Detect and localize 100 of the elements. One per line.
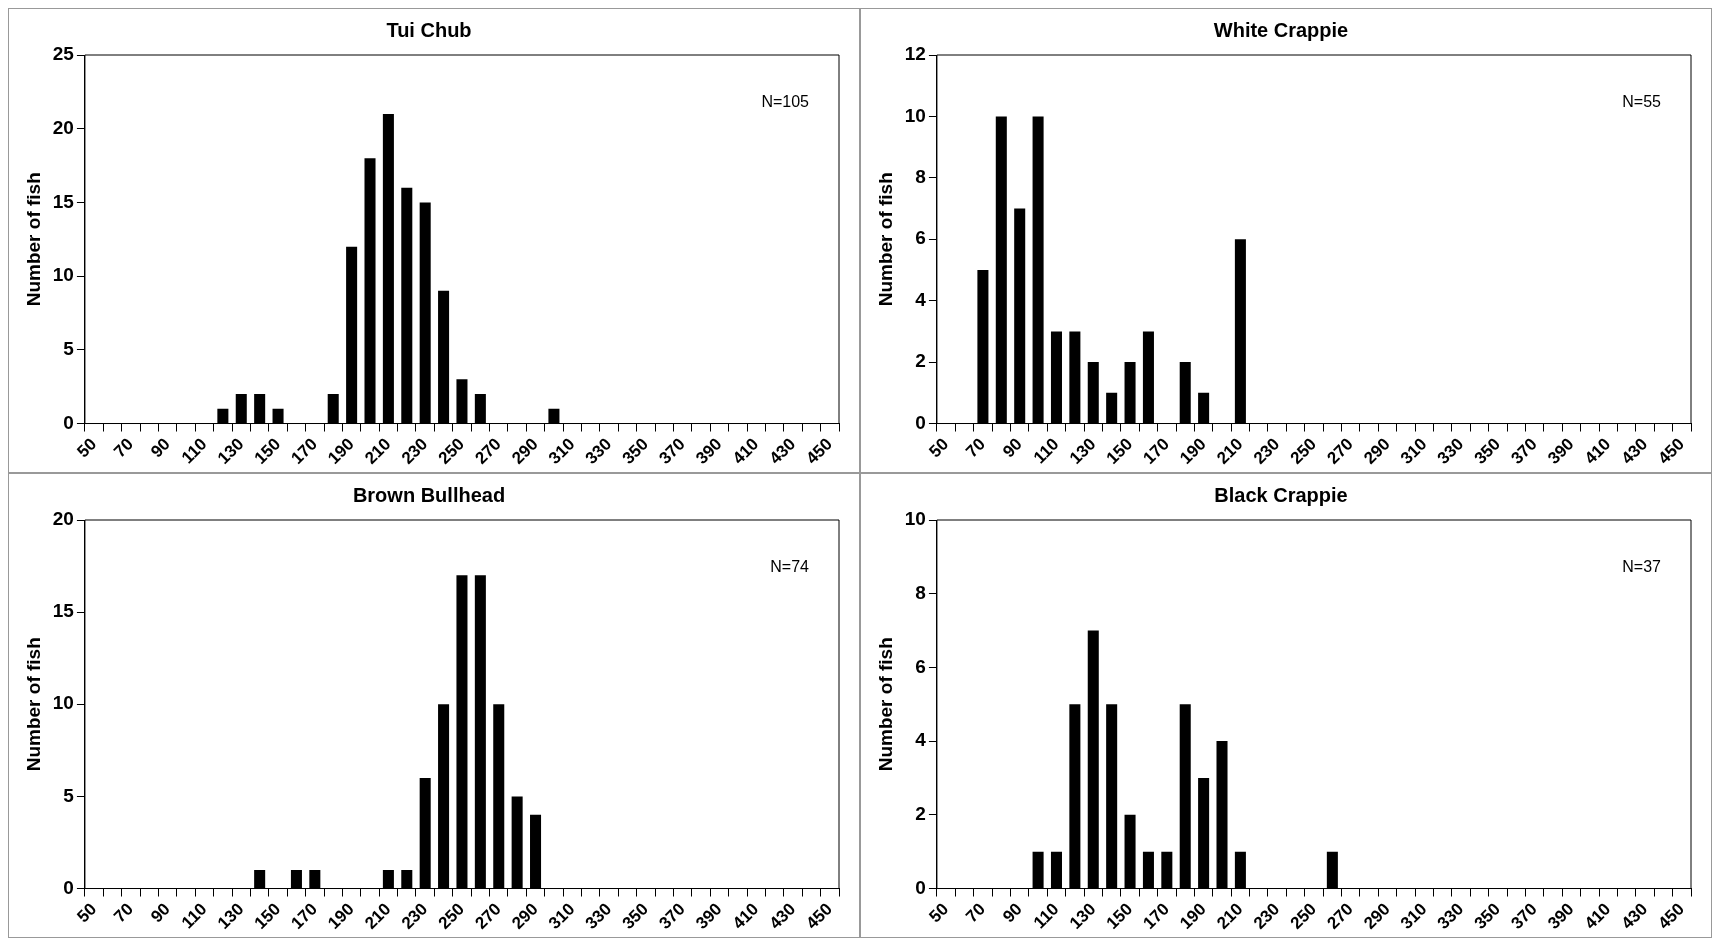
x-tick-label: 450 xyxy=(1654,899,1688,933)
x-tick-label: 230 xyxy=(1249,899,1284,933)
y-tick-label: 10 xyxy=(904,508,926,530)
x-tick-label: 70 xyxy=(110,434,138,462)
x-tick-label: 430 xyxy=(765,899,800,933)
y-tick-label: 2 xyxy=(915,350,926,372)
x-tick-label: 130 xyxy=(213,434,248,468)
y-tick-label: 0 xyxy=(915,411,926,433)
x-tick-label: 410 xyxy=(728,899,763,933)
y-tick-label: 15 xyxy=(52,190,75,212)
x-tick-label: 70 xyxy=(962,899,990,927)
y-tick-label: 8 xyxy=(915,166,926,188)
x-tick-label: 190 xyxy=(1176,899,1210,933)
x-tick-label: 50 xyxy=(73,434,101,462)
x-tick-label: 390 xyxy=(692,899,726,933)
x-tick-label: 270 xyxy=(1323,434,1357,468)
y-tick-label: 8 xyxy=(915,581,926,603)
x-tick-label: 130 xyxy=(1065,434,1100,468)
y-tick-label: 15 xyxy=(52,600,75,622)
x-tick-label: 450 xyxy=(802,899,836,933)
x-tick-label: 170 xyxy=(287,899,321,933)
x-tick-label: 130 xyxy=(1065,899,1100,933)
x-tick-label: 130 xyxy=(213,899,248,933)
x-tick-label: 210 xyxy=(361,899,395,933)
x-tick-label: 350 xyxy=(1470,899,1505,933)
x-tick-label: 330 xyxy=(581,899,616,933)
x-tick-label: 50 xyxy=(73,899,101,927)
y-tick-label: 12 xyxy=(904,43,926,65)
y-tick-label: 10 xyxy=(904,104,926,126)
x-tick-label: 90 xyxy=(999,899,1026,927)
chart-title: Tui Chub xyxy=(386,18,472,41)
y-tick-label: 5 xyxy=(63,338,75,360)
x-tick-label: 90 xyxy=(147,899,174,927)
x-tick-label: 390 xyxy=(1544,899,1578,933)
x-tick-label: 250 xyxy=(434,899,469,933)
x-tick-label: 410 xyxy=(1580,899,1615,933)
y-tick-label: 10 xyxy=(52,692,74,714)
annotation: N=105 xyxy=(761,93,810,111)
x-tick-label: 390 xyxy=(692,434,726,468)
y-tick-label: 20 xyxy=(52,508,74,530)
x-tick-label: 230 xyxy=(397,899,432,933)
x-tick-label: 290 xyxy=(1360,899,1394,933)
x-tick-label: 50 xyxy=(925,899,953,927)
x-tick-label: 290 xyxy=(508,899,542,933)
x-tick-label: 330 xyxy=(581,434,616,468)
x-tick-label: 170 xyxy=(1139,434,1173,468)
x-tick-label: 410 xyxy=(728,434,763,468)
x-tick-label: 110 xyxy=(177,434,211,468)
chart-title: Brown Bullhead xyxy=(352,483,506,506)
x-tick-label: 370 xyxy=(655,899,689,933)
x-tick-label: 290 xyxy=(508,434,542,468)
x-tick-label: 210 xyxy=(1213,899,1247,933)
annotation: N=55 xyxy=(1622,93,1662,111)
x-tick-label: 230 xyxy=(1249,434,1284,468)
x-tick-label: 330 xyxy=(1433,434,1468,468)
x-tick-label: 90 xyxy=(147,434,174,462)
x-tick-label: 330 xyxy=(1433,899,1468,933)
y-tick-label: 6 xyxy=(915,655,926,677)
x-tick-label: 250 xyxy=(434,434,469,468)
y-tick-label: 0 xyxy=(63,411,74,433)
y-tick-label: 0 xyxy=(915,876,926,898)
x-tick-label: 350 xyxy=(1470,434,1505,468)
x-tick-label: 50 xyxy=(925,434,953,462)
x-tick-label: 110 xyxy=(177,899,211,933)
x-tick-label: 190 xyxy=(1176,434,1210,468)
x-tick-label: 430 xyxy=(1617,434,1652,468)
x-tick-label: 370 xyxy=(655,434,689,468)
y-tick-label: 6 xyxy=(915,227,926,249)
annotation: N=74 xyxy=(770,558,810,576)
x-tick-label: 310 xyxy=(1396,434,1431,468)
y-tick-label: 10 xyxy=(52,264,74,286)
y-axis-title: Number of fish xyxy=(874,172,896,307)
x-tick-label: 450 xyxy=(802,434,836,468)
y-tick-label: 20 xyxy=(52,116,74,138)
x-tick-label: 430 xyxy=(1617,899,1652,933)
y-tick-label: 4 xyxy=(915,729,927,751)
x-tick-label: 170 xyxy=(1139,899,1173,933)
x-tick-label: 310 xyxy=(544,899,579,933)
x-tick-label: 270 xyxy=(1323,899,1357,933)
x-tick-label: 450 xyxy=(1654,434,1688,468)
y-axis-title: Number of fish xyxy=(22,172,44,307)
y-tick-label: 5 xyxy=(63,784,75,806)
y-axis-title: Number of fish xyxy=(22,637,44,772)
x-tick-label: 230 xyxy=(397,434,432,468)
x-tick-label: 150 xyxy=(1102,434,1137,468)
x-tick-label: 90 xyxy=(999,434,1026,462)
x-tick-label: 390 xyxy=(1544,434,1578,468)
x-tick-label: 310 xyxy=(1396,899,1431,933)
y-axis-title: Number of fish xyxy=(874,637,896,772)
x-tick-label: 410 xyxy=(1580,434,1615,468)
chart-title: White Crappie xyxy=(1213,18,1349,41)
x-tick-label: 150 xyxy=(250,434,285,468)
x-tick-label: 110 xyxy=(1029,899,1063,933)
x-tick-label: 70 xyxy=(962,434,990,462)
x-tick-label: 350 xyxy=(618,434,653,468)
x-tick-label: 270 xyxy=(471,899,505,933)
y-tick-label: 2 xyxy=(915,803,926,825)
x-tick-label: 70 xyxy=(110,899,138,927)
x-tick-label: 150 xyxy=(1102,899,1137,933)
x-tick-label: 150 xyxy=(250,899,285,933)
